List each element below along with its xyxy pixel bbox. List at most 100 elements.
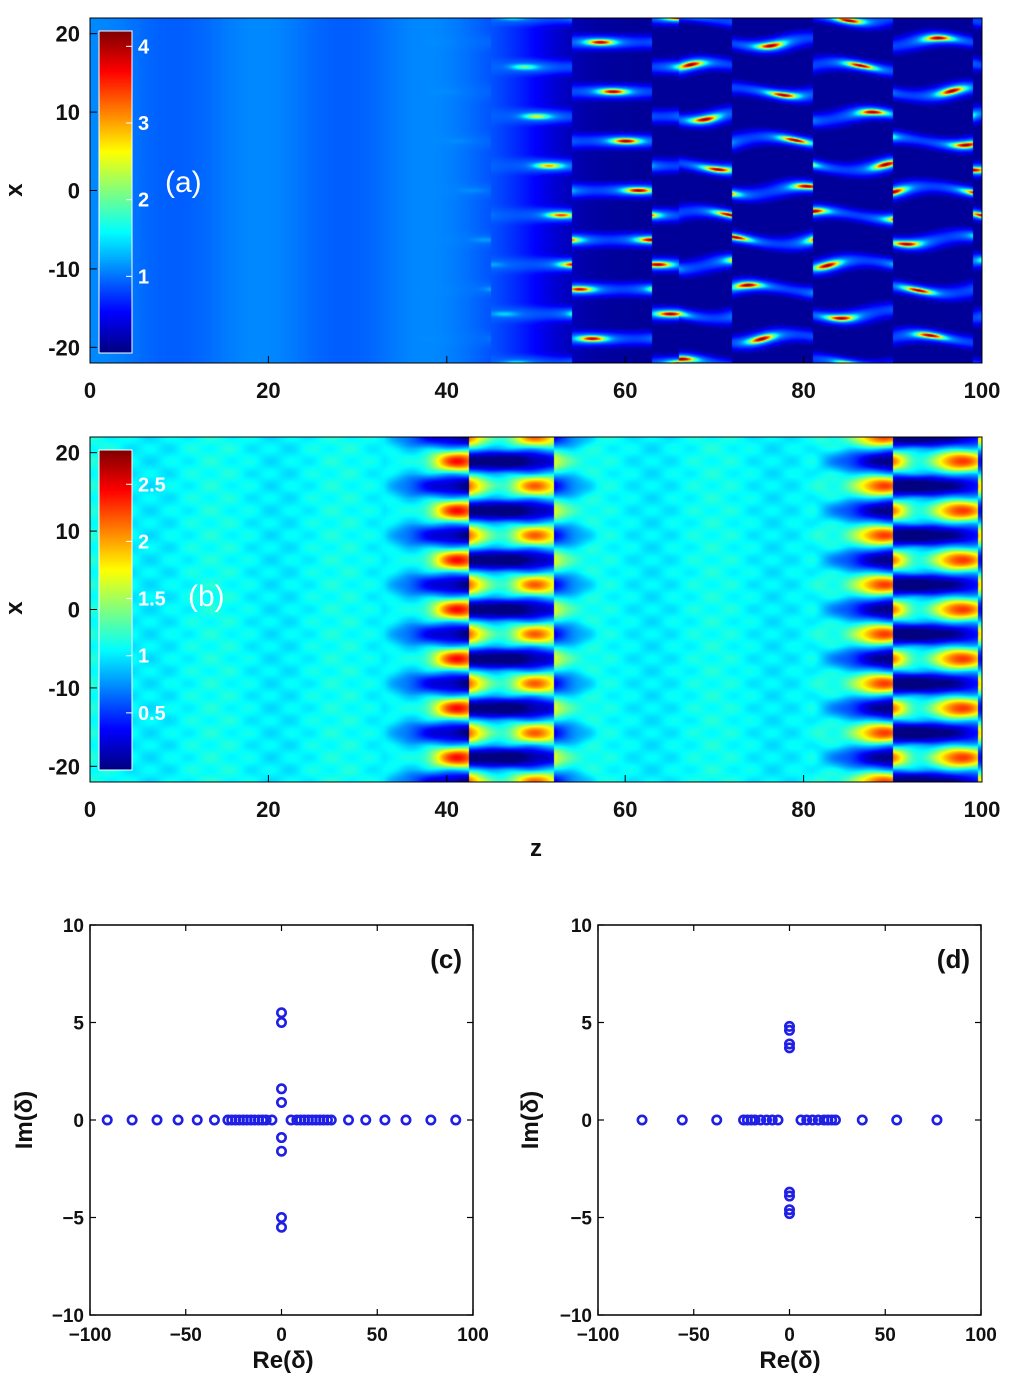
y-axis-label-a: x: [1, 183, 28, 197]
x-tick-label-d: 50: [875, 1325, 896, 1346]
scatter-point: [795, 1114, 807, 1126]
scatter-point: [783, 1204, 795, 1216]
x-tick-label-c: 50: [367, 1325, 388, 1346]
x-tick-label-b: 80: [791, 797, 815, 822]
heatmap-b: [90, 437, 982, 782]
scatter-point: [275, 1145, 287, 1157]
colorbar-a-tick-label: 1: [138, 266, 149, 288]
scatter-points-c: [101, 1007, 462, 1233]
panel-label-a: (a): [165, 166, 202, 199]
scatter-point: [806, 1114, 818, 1126]
y-tick-label-c: 10: [63, 916, 84, 937]
y-tick-label-d: −10: [560, 1306, 592, 1327]
y-tick-label-d: 5: [581, 1014, 592, 1035]
y-tick-label-c: 5: [73, 1014, 84, 1035]
scatter-point: [450, 1114, 462, 1126]
x-tick-label-d: −100: [577, 1325, 620, 1346]
y-tick-label-c: −10: [52, 1306, 84, 1327]
scatter-point: [275, 1096, 287, 1108]
scatter-point: [275, 1016, 287, 1028]
colorbar-b-tick-label: 1: [138, 646, 149, 668]
panel-b: 0.5 1 1.5 2 2.5 (b) x z 0 20 40 60 80 100 -20 -10 0 1…: [1, 436, 1000, 862]
y-tick-label-b: -20: [48, 754, 80, 779]
x-tick-label-c: 100: [457, 1325, 489, 1346]
colorbar-a-tick-label: 4: [138, 36, 150, 58]
ticks-a: 0 20 40 60 80 100 -20 -10 0 10 20: [48, 22, 1000, 403]
scatter-point: [275, 1221, 287, 1233]
scatter-point: [711, 1114, 723, 1126]
y-axis-label-b: x: [1, 601, 28, 615]
scatter-point: [829, 1114, 841, 1126]
scatter-point: [766, 1114, 778, 1126]
scatter-point: [343, 1114, 355, 1126]
y-tick-label-c: 0: [73, 1111, 84, 1132]
scatter-point: [761, 1114, 773, 1126]
scatter-point: [325, 1114, 337, 1126]
x-tick-label-c: −100: [69, 1325, 112, 1346]
scatter-point: [275, 1083, 287, 1095]
scatter-point: [275, 1007, 287, 1019]
scatter-point: [755, 1114, 767, 1126]
colorbar-a: 1 2 3 4: [98, 30, 150, 354]
scatter-point: [260, 1114, 272, 1126]
panel-a: 1 2 3 4 (a) x 0 20 40 60 80 100 -20 -10 0 10 20: [1, 17, 1000, 403]
x-tick-label-c: 0: [276, 1325, 287, 1346]
x-tick-label-d: 100: [965, 1325, 997, 1346]
x-tick-label-a: 0: [84, 378, 96, 403]
y-tick-label-a: -10: [48, 257, 80, 282]
scatter-point: [101, 1114, 113, 1126]
y-tick-label-a: -20: [48, 335, 80, 360]
scatter-point: [321, 1114, 333, 1126]
scatter-point: [275, 1212, 287, 1224]
x-tick-label-a: 100: [964, 378, 1001, 403]
x-tick-label-a: 20: [256, 378, 280, 403]
x-axis-label-d: Re(δ): [759, 1347, 820, 1374]
ticks-b: 0 20 40 60 80 100 -20 -10 0 10 20: [48, 441, 1000, 822]
y-tick-label-a: 10: [56, 100, 80, 125]
y-axis-label-c: Im(δ): [11, 1091, 38, 1150]
colorbar-b-tick-label: 0.5: [138, 703, 166, 725]
scatter-point: [749, 1114, 761, 1126]
axes-box-d: [597, 924, 982, 1316]
x-tick-label-b: 60: [613, 797, 637, 822]
x-tick-label-b: 0: [84, 797, 96, 822]
x-tick-label-a: 40: [435, 378, 459, 403]
x-tick-label-d: 0: [784, 1325, 795, 1346]
scatter-point: [783, 1020, 795, 1032]
colorbar-a-tick-label: 2: [138, 190, 149, 212]
y-tick-label-b: 10: [56, 519, 80, 544]
scatter-point: [191, 1114, 203, 1126]
scatter-point: [783, 1190, 795, 1202]
heatmap-a: [90, 18, 982, 363]
colorbar-b: 0.5 1 1.5 2 2.5: [98, 449, 166, 771]
scatter-point: [891, 1114, 903, 1126]
panel-label-d: (d): [937, 944, 970, 974]
y-tick-label-b: 0: [68, 598, 80, 623]
scatter-point: [856, 1114, 868, 1126]
x-tick-label-b: 100: [964, 797, 1001, 822]
scatter-point: [275, 1132, 287, 1144]
scatter-points-d: [636, 1020, 943, 1220]
scatter-point: [425, 1114, 437, 1126]
panel-label-c: (c): [430, 944, 462, 974]
x-tick-label-b: 40: [435, 797, 459, 822]
scatter-point: [172, 1114, 184, 1126]
panel-label-b: (b): [188, 580, 225, 613]
scatter-point: [772, 1114, 784, 1126]
scatter-point: [783, 1038, 795, 1050]
scatter-point: [783, 1208, 795, 1220]
scatter-point: [801, 1114, 813, 1126]
scatter-point: [636, 1114, 648, 1126]
scatter-point: [151, 1114, 163, 1126]
scatter-point: [379, 1114, 391, 1126]
scatter-point: [360, 1114, 372, 1126]
y-tick-label-d: −5: [570, 1209, 592, 1230]
y-tick-label-a: 0: [68, 179, 80, 204]
x-tick-label-c: −50: [170, 1325, 202, 1346]
axes-box-c: [89, 924, 474, 1316]
y-tick-label-d: 0: [581, 1111, 592, 1132]
